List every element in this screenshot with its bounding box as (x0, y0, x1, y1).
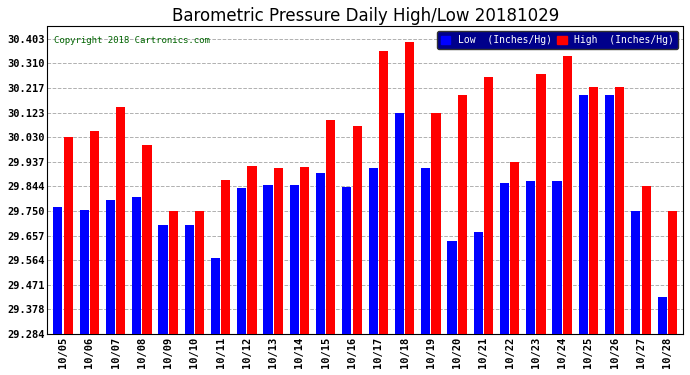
Bar (589, 87, 598, 334)
Bar (159, 225, 168, 334)
Bar (90, 130, 99, 334)
Title: Barometric Pressure Daily High/Low 20181029: Barometric Pressure Daily High/Low 20181… (172, 7, 559, 25)
Bar (316, 173, 325, 334)
Bar (368, 168, 377, 334)
Bar (63, 137, 72, 334)
Bar (79, 210, 89, 334)
Bar (379, 51, 388, 334)
Bar (237, 189, 246, 334)
Bar (185, 225, 194, 334)
Bar (211, 258, 220, 334)
Bar (447, 241, 457, 334)
Bar (353, 126, 362, 334)
Bar (526, 181, 535, 334)
Bar (132, 197, 141, 334)
Bar (195, 211, 204, 334)
Bar (395, 113, 404, 334)
Bar (116, 108, 126, 334)
Bar (631, 211, 640, 334)
Bar (53, 207, 63, 334)
Bar (221, 180, 230, 334)
Bar (300, 167, 309, 334)
Bar (326, 120, 335, 334)
Bar (668, 211, 677, 334)
Bar (500, 183, 509, 334)
Bar (431, 113, 440, 334)
Bar (605, 95, 614, 334)
Bar (563, 56, 572, 334)
Bar (615, 87, 624, 334)
Bar (142, 145, 152, 334)
Bar (274, 168, 283, 334)
Bar (473, 232, 483, 334)
Text: Copyright 2018 Cartronics.com: Copyright 2018 Cartronics.com (54, 36, 210, 45)
Bar (658, 297, 667, 334)
Bar (405, 42, 414, 334)
Bar (106, 200, 115, 334)
Bar (510, 162, 520, 334)
Bar (642, 186, 651, 334)
Bar (342, 188, 351, 334)
Bar (484, 77, 493, 334)
Bar (290, 185, 299, 334)
Bar (579, 95, 588, 334)
Bar (248, 166, 257, 334)
Bar (264, 185, 273, 334)
Bar (168, 211, 178, 334)
Bar (536, 74, 546, 334)
Bar (553, 181, 562, 334)
Bar (421, 168, 431, 334)
Bar (457, 95, 467, 334)
Legend: Low  (Inches/Hg), High  (Inches/Hg): Low (Inches/Hg), High (Inches/Hg) (437, 32, 678, 49)
